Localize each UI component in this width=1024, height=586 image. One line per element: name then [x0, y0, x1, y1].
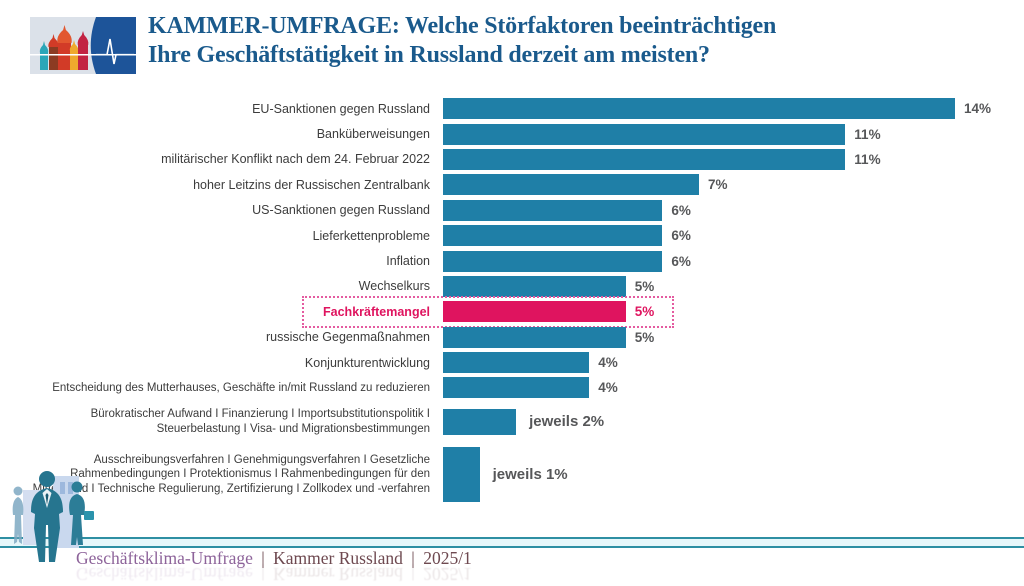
bar [443, 326, 626, 348]
business-people-illustration [12, 471, 94, 562]
bar-label: militärischer Konflikt nach dem 24. Febr… [161, 152, 430, 167]
bar-value-label: 11% [854, 151, 881, 167]
bar [443, 148, 846, 170]
chart-row: russische Gegenmaßnahmen 5% [30, 325, 1006, 350]
chart-row: Entscheidung des Mutterhauses, Geschäfte… [30, 375, 1006, 400]
chart-row: Konjunkturentwicklung 4% [30, 350, 1006, 375]
footer-pipe: | [261, 548, 265, 568]
bar [443, 225, 663, 247]
bar-label: Banküberweisungen [316, 127, 430, 142]
bar-area: jeweils 2% [443, 408, 1006, 435]
bar-value-label: jeweils 1% [492, 466, 568, 484]
footer-pipe: | [411, 548, 415, 568]
bar-area: 6% [443, 225, 1006, 247]
page-title-line1: KAMMER-UMFRAGE: Welche Störfaktoren beei… [148, 13, 777, 39]
footer-survey-name: Geschäftsklima-Umfrage [76, 548, 253, 568]
st-basils-cathedral-pulse-logo-icon [30, 17, 136, 74]
bar-area: 14% [443, 98, 1006, 120]
chart-row: Lieferkettenprobleme 6% [30, 223, 1006, 248]
bar-area: 6% [443, 250, 1006, 272]
bar-value-label: 4% [598, 380, 618, 396]
chart-row: hoher Leitzins der Russischen Zentralban… [30, 172, 1006, 197]
bar-area: 11% [443, 123, 1006, 145]
bar-label: Entscheidung des Mutterhauses, Geschäfte… [52, 381, 430, 394]
bar-label: Lieferkettenprobleme [312, 228, 430, 243]
chart-row: Inflation 6% [30, 248, 1006, 273]
bar-chart: EU-Sanktionen gegen Russland 14% Banküberw… [30, 96, 1006, 507]
bar-value-label: 6% [671, 253, 691, 269]
bar-area: 4% [443, 377, 1006, 399]
bar [443, 199, 663, 221]
bar-label: Fachkräftemangel [323, 304, 430, 319]
bar-area: jeweils 1% [443, 447, 1006, 503]
chart-row: EU-Sanktionen gegen Russland 14% [30, 96, 1006, 121]
bar-label: hoher Leitzins der Russischen Zentralban… [193, 177, 430, 192]
bar-area: 7% [443, 174, 1006, 196]
chart-row: militärischer Konflikt nach dem 24. Febr… [30, 147, 1006, 172]
bar [443, 250, 663, 272]
bar-value-label: jeweils 2% [529, 413, 605, 431]
bar-area: 11% [443, 148, 1006, 170]
bar [443, 98, 955, 120]
bar [443, 174, 699, 196]
bar-label: Bürokratischer Aufwand I Finanzierung I … [90, 407, 430, 435]
bar-value-label: 6% [671, 202, 691, 218]
bar [443, 377, 590, 399]
page-title-line2: Ihre Geschäftstätigkeit in Russland derz… [148, 42, 710, 68]
footer-separator-lines [0, 537, 1024, 548]
bar [443, 408, 517, 435]
chart-row: Bürokratischer Aufwand I Finanzierung I … [30, 401, 1006, 443]
bar-area: 5% [443, 301, 1006, 323]
bar-label: EU-Sanktionen gegen Russland [252, 101, 430, 116]
chart-row: Ausschreibungsverfahren I Genehmigungsve… [30, 443, 1006, 507]
chart-row: Fachkräftemangel 5% [30, 296, 1006, 328]
bar-area: 6% [443, 199, 1006, 221]
bar-value-label: 11% [854, 126, 881, 142]
bar [443, 301, 626, 323]
bar-value-label: 5% [634, 304, 655, 320]
bar-value-label: 14% [964, 101, 992, 117]
footer-source: Kammer Russland [273, 548, 403, 568]
bar-label: Ausschreibungsverfahren I Genehmigungsve… [32, 453, 430, 496]
footer-edition: 2025/1 [423, 548, 472, 568]
bar-label: russische Gegenmaßnahmen [266, 330, 430, 345]
bar-value-label: 5% [634, 278, 655, 294]
bar [443, 352, 590, 374]
footer-caption: Geschäftsklima-Umfrage | Kammer Russland… [76, 548, 472, 569]
bar [443, 123, 846, 145]
bar-area: 4% [443, 352, 1006, 374]
bar-value-label: 7% [708, 177, 728, 193]
bar-label: Inflation [386, 254, 430, 269]
bar-label: Konjunkturentwicklung [304, 355, 430, 370]
bar [443, 447, 480, 503]
chart-row: US-Sanktionen gegen Russland 6% [30, 198, 1006, 223]
page-title: KAMMER-UMFRAGE: Welche Störfaktoren beei… [148, 12, 948, 70]
chart-row: Wechselkurs 5% [30, 274, 1006, 299]
bar-label: US-Sanktionen gegen Russland [252, 203, 430, 218]
bar-label: Wechselkurs [358, 279, 430, 294]
bar-area: 5% [443, 275, 1006, 297]
bar-value-label: 6% [671, 228, 691, 244]
chart-row: Banküberweisungen 11% [30, 121, 1006, 146]
bar-value-label: 5% [634, 329, 655, 345]
bar-area: 5% [443, 326, 1006, 348]
bar-value-label: 4% [598, 355, 618, 371]
bar [443, 275, 626, 297]
